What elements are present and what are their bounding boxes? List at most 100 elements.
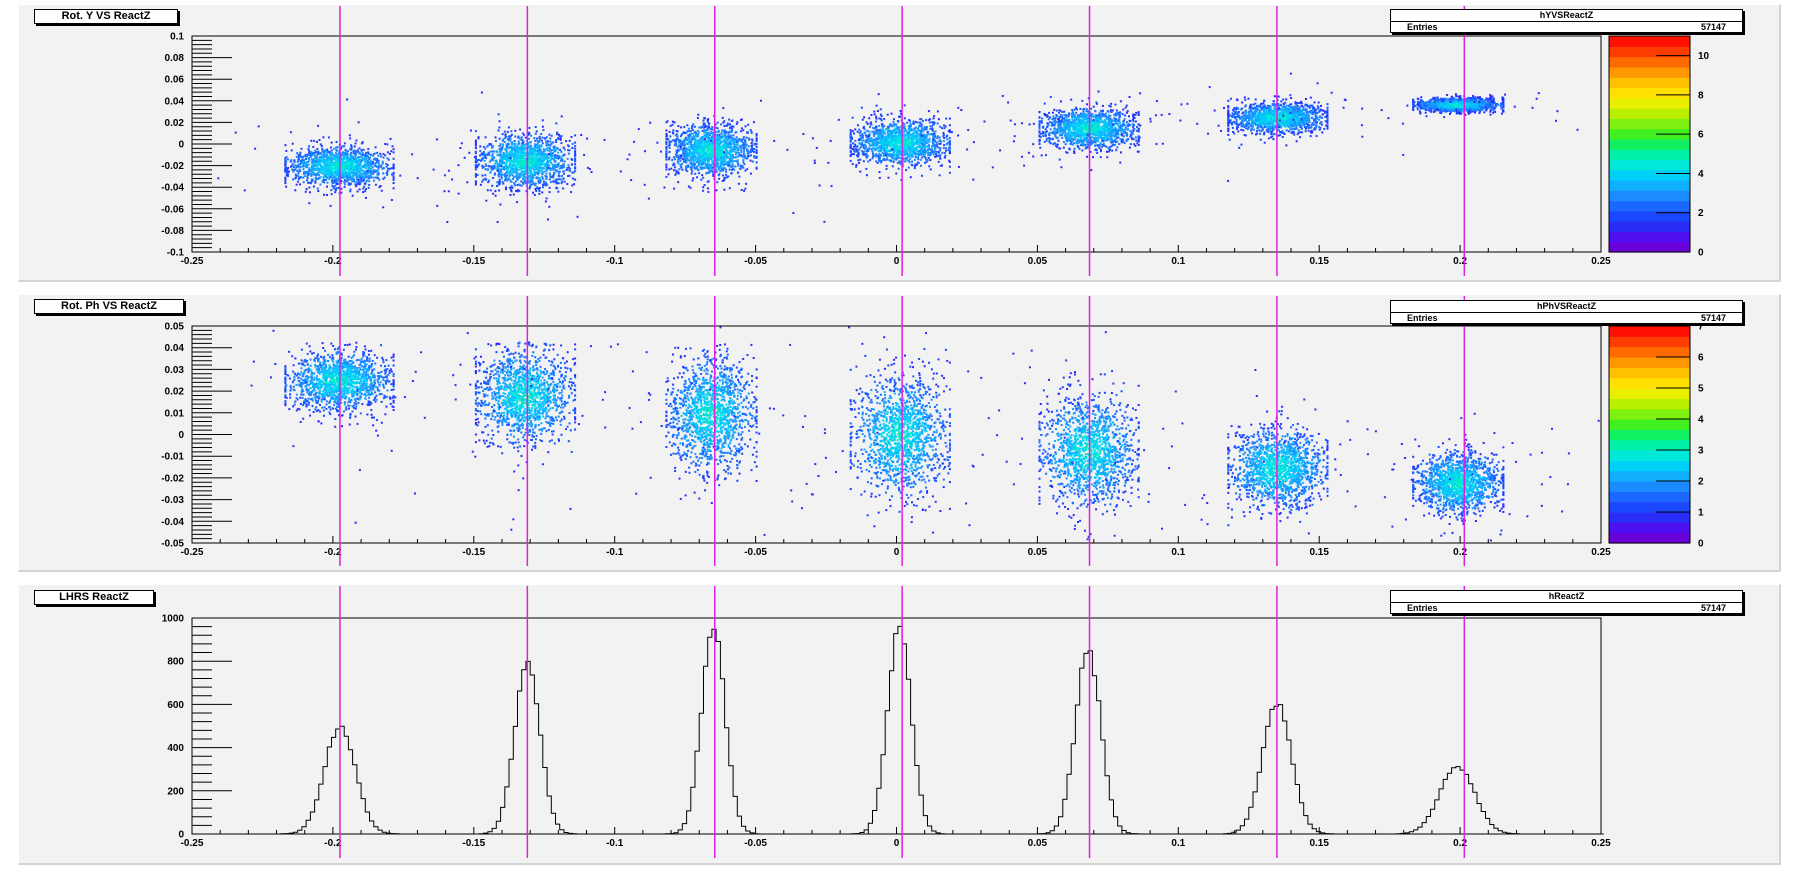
palette-cell [1609, 522, 1690, 534]
x-tick-label: 0.15 [1309, 838, 1329, 849]
x-tick-label: 0 [894, 547, 900, 558]
x-tick-label: -0.25 [181, 838, 204, 849]
y-tick-label: -0.04 [161, 517, 184, 528]
y-tick-label: 0.06 [165, 75, 185, 86]
palette-cell [1609, 408, 1690, 420]
palette-cell [1609, 200, 1690, 212]
y-tick-label: 0.1 [170, 32, 184, 43]
x-tick-label: -0.2 [324, 256, 342, 267]
y-tick-label: -0.04 [161, 183, 184, 194]
x-axis: -0.25 -0.2 -0.15 -0.1 -0.05 0 0.05 0.1 0.15 0.2 0.… [181, 827, 1611, 849]
x-tick-label: -0.1 [606, 547, 624, 558]
palette-cell [1609, 36, 1690, 47]
reference-lines [339, 296, 1466, 566]
palette-cell [1609, 159, 1690, 171]
chart-2: -0.05 -0.04 -0.03 -0.02 -0.01 0 0.01 0.02 0.03 0.… [161, 296, 1704, 566]
palette-cell [1609, 491, 1690, 503]
y-tick-label: -0.06 [161, 204, 184, 215]
x-tick-label: -0.15 [462, 547, 485, 558]
chart-title-1: Rot. Y VS ReactZ [34, 9, 178, 24]
cluster-3 [496, 99, 871, 223]
cluster-5 [968, 331, 1282, 541]
y-tick-label: 400 [167, 743, 184, 754]
palette-cell [1609, 532, 1690, 544]
x-tick-label: -0.1 [606, 838, 624, 849]
x-tick-label: -0.2 [324, 547, 342, 558]
x-tick-label: 0.05 [1028, 547, 1048, 558]
x-axis: -0.25 -0.2 -0.15 -0.1 -0.05 0 0.05 0.1 0.15 0.2 0.… [181, 245, 1611, 267]
x-tick-label: 0.25 [1591, 547, 1611, 558]
palette-cell [1609, 66, 1690, 78]
palette-frame [1608, 325, 1691, 544]
z-tick-label: 0 [1698, 539, 1704, 550]
palette-cell [1609, 346, 1690, 358]
x-tick-label: 0.15 [1309, 547, 1329, 558]
y-tick-label: 0.04 [165, 343, 185, 354]
stats-box-2: hPhVSReactZ Entries 57147 [1390, 300, 1743, 324]
palette-cell [1609, 470, 1690, 482]
stats-value: 57147 [1701, 603, 1726, 613]
cluster-7 [1343, 92, 1579, 131]
y-tick-label: 0 [178, 140, 184, 151]
y-tick-label: 0.05 [165, 322, 185, 333]
heatmap-cells [217, 72, 1579, 223]
y-tick-label: 600 [167, 700, 184, 711]
z-tick-label: 5 [1698, 384, 1704, 395]
y-tick-label: 0.08 [165, 53, 185, 64]
x-tick-label: -0.05 [744, 256, 767, 267]
y-tick-label: 0.04 [165, 96, 185, 107]
z-tick-label: 2 [1698, 208, 1704, 219]
palette-cell [1609, 398, 1690, 410]
z-tick-label: 10 [1698, 51, 1710, 62]
z-tick-label: 7 [1698, 322, 1704, 333]
palette-cell [1609, 118, 1690, 130]
y-tick-label: -0.08 [161, 226, 184, 237]
y-tick-label: 0 [178, 430, 184, 441]
palette-cell [1609, 388, 1690, 399]
chart-title-3: LHRS ReactZ [34, 590, 154, 605]
x-tick-label: 0.05 [1028, 256, 1048, 267]
palette-cell [1609, 241, 1690, 253]
x-tick-label: 0.25 [1591, 256, 1611, 267]
palette-cell [1609, 336, 1690, 348]
x-tick-label: -0.2 [324, 838, 342, 849]
stats-label: Entries [1407, 603, 1438, 613]
cluster-3 [512, 326, 844, 536]
palette-cell [1609, 367, 1690, 379]
y-tick-label: -0.1 [167, 248, 185, 259]
plot-area [192, 618, 1601, 834]
y-tick-label: 0 [178, 830, 184, 841]
palette-cell [1609, 481, 1690, 492]
stats-box-3: hReactZ Entries 57147 [1390, 590, 1743, 614]
z-tick-label: 0 [1698, 248, 1704, 259]
palette-cell [1609, 231, 1690, 243]
color-palette: 0 1 2 3 4 5 6 7 [1608, 322, 1704, 550]
x-axis: -0.25 -0.2 -0.15 -0.1 -0.05 0 0.05 0.1 0.15 0.2 0.… [181, 536, 1611, 558]
reference-lines [339, 586, 1466, 858]
cluster-4 [680, 93, 1063, 188]
palette-cell [1609, 326, 1690, 337]
cluster-2 [357, 91, 704, 223]
palette-frame [1608, 35, 1691, 253]
y-tick-label: 0.01 [165, 408, 185, 419]
z-tick-label: 3 [1698, 446, 1704, 457]
plot-area [192, 326, 1601, 543]
y-tick-label: -0.05 [161, 539, 184, 550]
x-tick-label: 0.1 [1171, 256, 1185, 267]
palette-cell [1609, 439, 1690, 451]
z-tick-label: 6 [1698, 353, 1704, 364]
color-palette: 0 2 4 6 8 10 [1608, 35, 1710, 259]
y-tick-label: 200 [167, 786, 184, 797]
stats-histogram-name: hPhVSReactZ [1391, 301, 1742, 313]
palette-cell [1609, 56, 1690, 68]
z-tick-label: 2 [1698, 477, 1704, 488]
palette-cell [1609, 97, 1690, 109]
y-tick-label: 1000 [162, 614, 185, 625]
x-tick-label: -0.15 [462, 838, 485, 849]
palette-cell [1609, 169, 1690, 181]
y-tick-label: 0.02 [165, 387, 185, 398]
x-tick-label: -0.05 [744, 547, 767, 558]
z-tick-label: 6 [1698, 130, 1704, 141]
palette-cell [1609, 377, 1690, 389]
palette-cell [1609, 190, 1690, 202]
